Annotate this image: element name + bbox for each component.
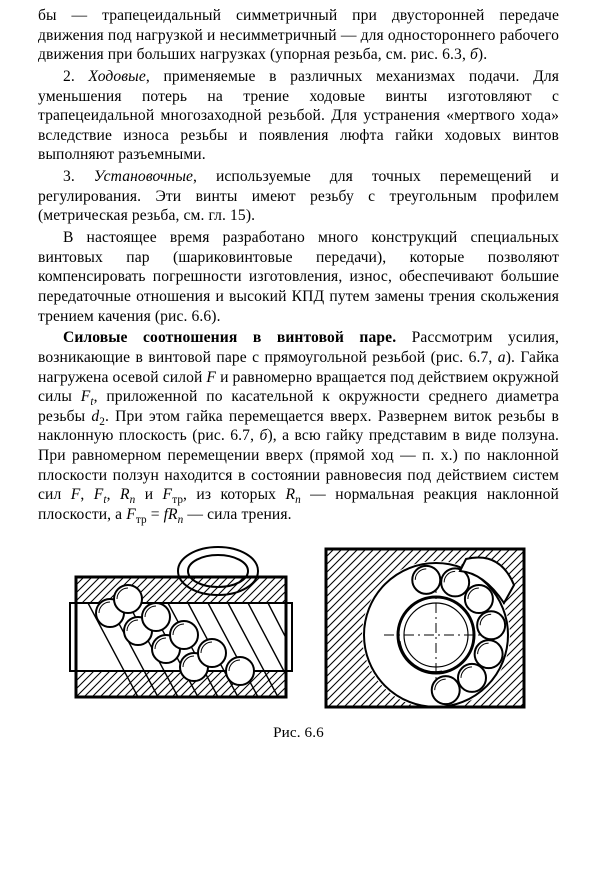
sub: тр <box>136 514 147 526</box>
term-italic: Установочные <box>94 168 193 185</box>
var-Ft: F <box>94 486 104 503</box>
text-italic: а <box>498 349 506 366</box>
text-italic: б <box>470 46 478 63</box>
var-Ft: F <box>81 388 91 405</box>
text: ). <box>478 46 487 63</box>
paragraph-item-2: 2. Ходовые, применяемые в различных меха… <box>38 67 559 165</box>
figure-6-6-left <box>68 543 294 713</box>
text: и <box>135 486 162 503</box>
paragraph-item-3: 3. Установочные, используемые для точных… <box>38 167 559 226</box>
text: 2. <box>63 68 88 85</box>
caption-text: Рис. 6.6 <box>273 724 324 741</box>
figure-caption: Рис. 6.6 <box>38 723 559 742</box>
figure-6-6 <box>38 543 559 713</box>
var-fRn: fR <box>164 506 178 523</box>
heading-inline: Силовые соотношения в винтовой паре. <box>63 329 396 346</box>
var-Rn: R <box>285 486 295 503</box>
text: — сила трения. <box>183 506 291 523</box>
text: , <box>107 486 120 503</box>
text: , из которых <box>183 486 285 503</box>
text: = <box>147 506 164 523</box>
text: , <box>80 486 93 503</box>
text: 3. <box>63 168 94 185</box>
paragraph-current-time: В настоящее время разработано много конс… <box>38 228 559 326</box>
var-Ftr: F <box>163 486 173 503</box>
sub: тр <box>172 494 183 506</box>
figure-6-6-right <box>320 543 530 713</box>
paragraph-continuation: бы — трапецеидальный симметричный при дв… <box>38 6 559 65</box>
var-Rn: R <box>120 486 130 503</box>
term-italic: Ходовые <box>88 68 145 85</box>
var-F: F <box>71 486 81 503</box>
var-F: F <box>206 369 216 386</box>
text: В настоящее время разработано много конс… <box>38 229 559 325</box>
var-Ftr: F <box>126 506 136 523</box>
paragraph-force-relations: Силовые соотношения в винтовой паре. Рас… <box>38 328 559 524</box>
